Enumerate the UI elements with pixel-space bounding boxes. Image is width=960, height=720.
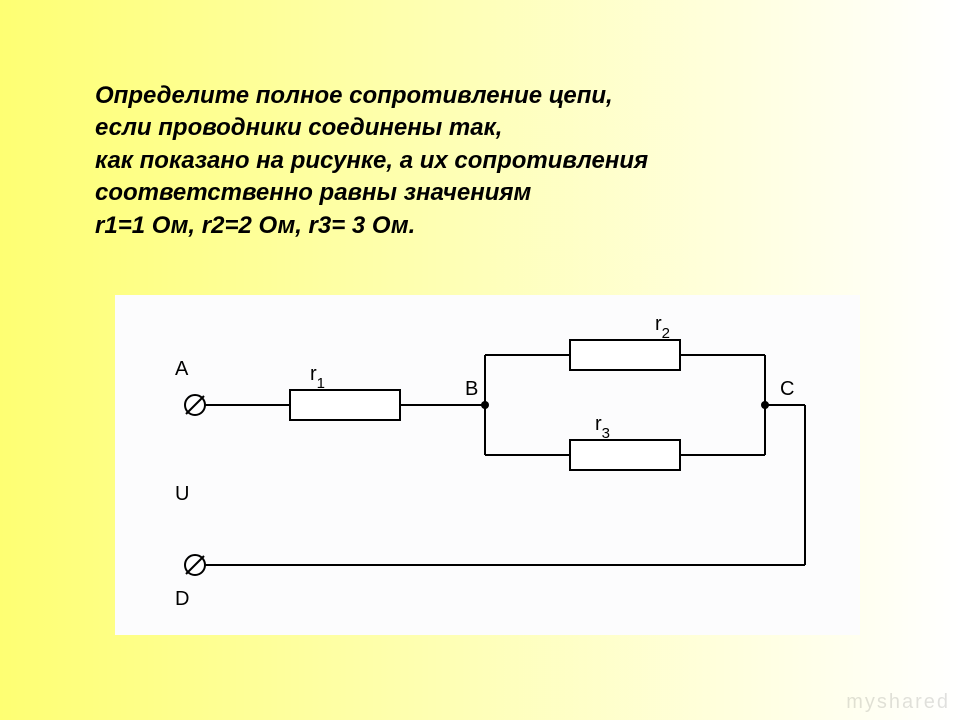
label-r2: r2 <box>655 313 670 342</box>
label-r3: r3 <box>595 413 610 442</box>
problem-line-4: соответственно равны значениям <box>95 179 531 206</box>
circuit-panel: A B C D U r1 r2 r3 <box>115 295 860 635</box>
node-c <box>761 401 769 409</box>
resistor-r1 <box>290 390 400 420</box>
circuit-diagram: A B C D U r1 r2 r3 <box>115 295 860 635</box>
problem-line-2: если проводники соединены так, <box>95 114 502 141</box>
label-u: U <box>175 483 189 505</box>
label-d: D <box>175 588 189 610</box>
node-b <box>481 401 489 409</box>
resistor-r3 <box>570 440 680 470</box>
label-c: C <box>780 378 794 400</box>
resistor-r2 <box>570 340 680 370</box>
watermark: myshared <box>846 691 950 714</box>
terminal-d <box>185 555 205 575</box>
problem-line-3: как показано на рисунке, а их сопротивле… <box>95 147 648 174</box>
problem-text: Определите полное сопротивление цепи, ес… <box>95 80 875 242</box>
slide-page: Определите полное сопротивление цепи, ес… <box>0 0 960 720</box>
problem-line-5: r1=1 Ом, r2=2 Ом, r3= 3 Ом. <box>95 212 415 239</box>
problem-line-1: Определите полное сопротивление цепи, <box>95 82 613 109</box>
terminal-a <box>185 395 205 415</box>
label-b: B <box>465 378 478 400</box>
label-a: A <box>175 358 189 380</box>
label-r1: r1 <box>310 363 325 392</box>
